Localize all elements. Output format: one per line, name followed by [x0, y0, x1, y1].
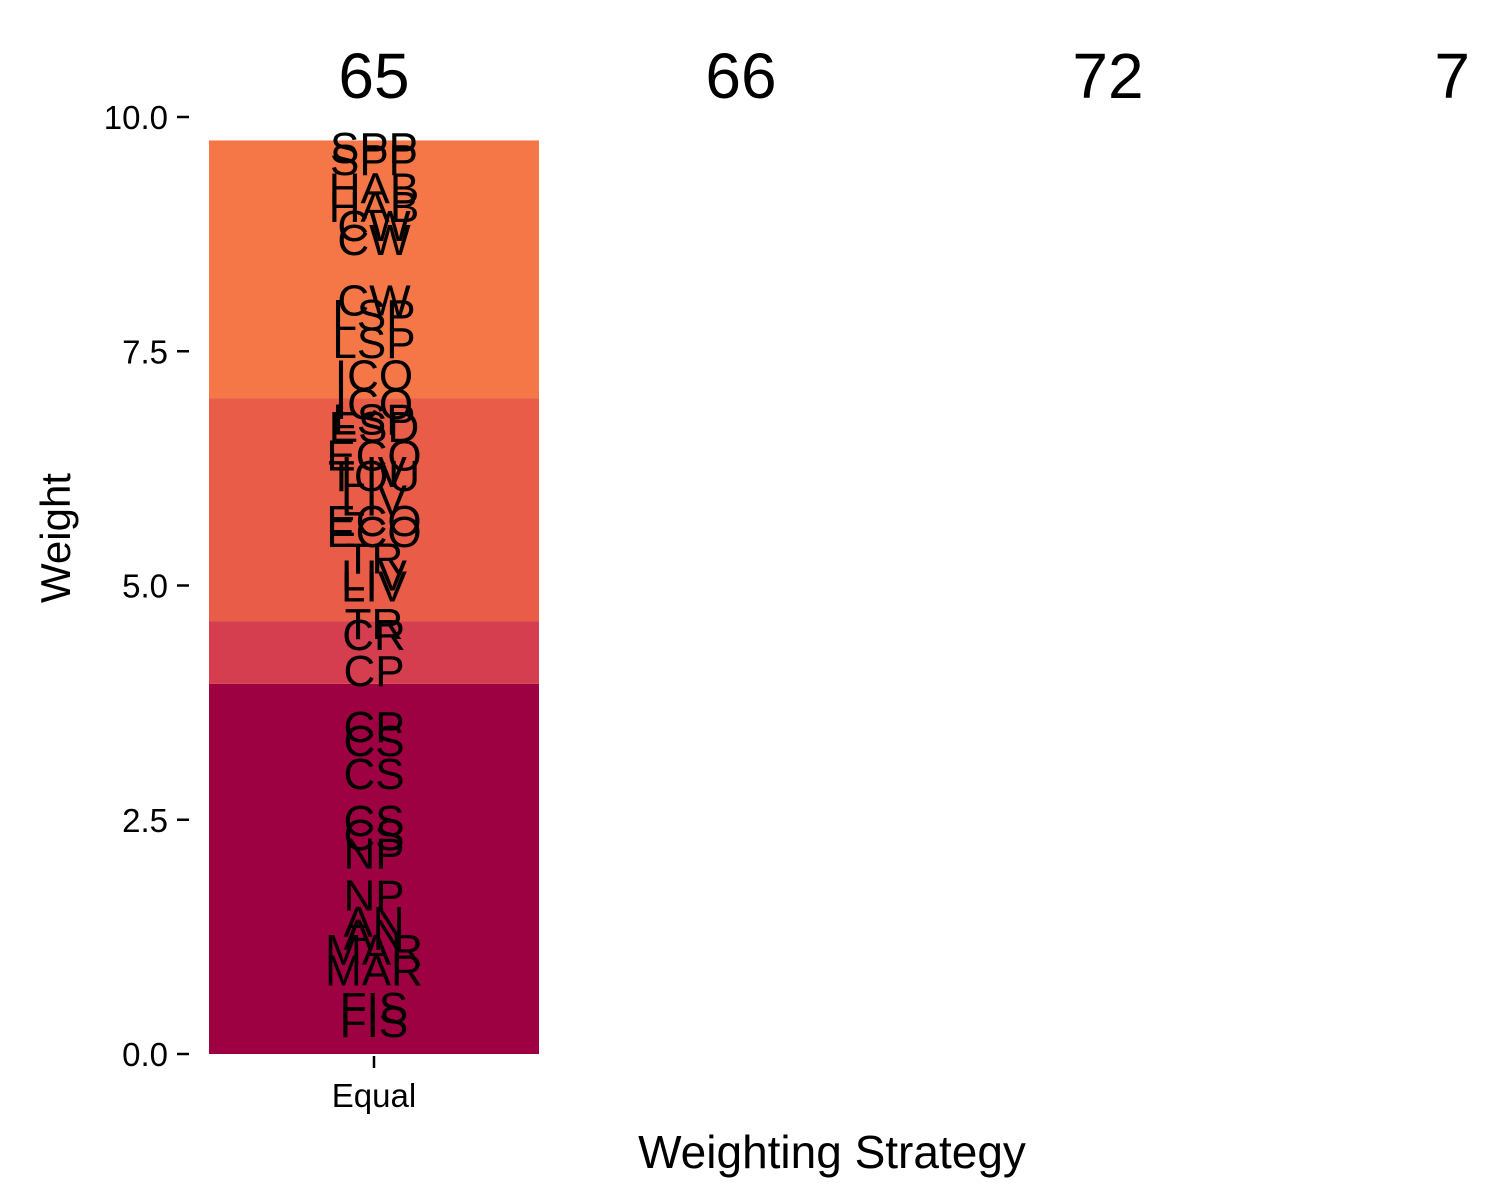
x-axis: Equal	[332, 1056, 416, 1114]
bar-text-label: FIS	[340, 998, 408, 1047]
bar-text-label: CS	[343, 797, 404, 846]
x-tick-label: Equal	[332, 1077, 416, 1114]
bar-text-label: NP	[343, 872, 404, 921]
bar-text-label: CP	[343, 703, 404, 752]
bar-text-label: FIS	[340, 984, 408, 1033]
bar-text-label: TOU	[328, 452, 420, 501]
y-axis: 0.0 2.5 5.0 7.5 10.0	[104, 99, 189, 1073]
bar-text-label: NP	[343, 830, 404, 879]
facet-labels: 65 66 72 7	[338, 40, 1470, 112]
y-tick-label: 7.5	[122, 333, 168, 370]
bar-text-label: ECO	[326, 508, 421, 557]
bar-text-label: CR	[342, 611, 406, 660]
bar-text-label: CW	[337, 216, 411, 265]
y-tick-label: 0.0	[122, 1036, 168, 1073]
bar-text-label: ESD	[329, 403, 419, 452]
bar-text-label: LSP	[332, 291, 415, 340]
facet-label: 7	[1434, 40, 1470, 112]
bar-text-label: ECO	[326, 431, 421, 480]
bar-text-label: LSP	[332, 319, 415, 368]
bar-text-label: CS	[343, 750, 404, 799]
facet-label: 65	[338, 40, 409, 112]
bar-text-label: HAB	[329, 164, 419, 213]
bar-text-label: CS	[343, 811, 404, 860]
bar-text-label: SPP	[330, 136, 418, 185]
bar-text-label: LSP	[332, 396, 415, 445]
y-tick-label: 10.0	[104, 99, 168, 136]
bar-text-label: AN	[343, 911, 404, 960]
bar-text-label: MAR	[325, 926, 423, 975]
bar-text-label: CP	[343, 647, 404, 696]
bar-text-label: LIV	[341, 448, 408, 497]
bar-segment-4	[209, 140, 539, 399]
bar-text-label: HAB	[329, 183, 419, 232]
x-axis-title: Weighting Strategy	[638, 1126, 1026, 1178]
bar-text-label: CW	[337, 202, 411, 251]
facet-label: 66	[705, 40, 776, 112]
bar-segment-3	[209, 398, 539, 622]
bar-text-label: MAR	[325, 947, 423, 996]
facet-label: 72	[1072, 40, 1143, 112]
y-axis-title: Weight	[32, 473, 79, 603]
bar-text-label: AN	[343, 898, 404, 947]
bar-segment-1	[209, 683, 539, 1054]
bar-text-label: LIV	[341, 551, 408, 600]
y-tick-label: 2.5	[122, 802, 168, 839]
bar-segment-2	[209, 621, 539, 684]
bar-text-label: ICO	[335, 352, 413, 401]
bar-text-label: CW	[337, 277, 411, 326]
bar-text-label: LIV	[341, 563, 408, 612]
bar-stack	[209, 140, 539, 1054]
bar-text-label: LIV	[341, 476, 408, 525]
bar-text-label: CS	[343, 717, 404, 766]
bar-text-label: TR	[345, 534, 404, 583]
bar-text-label: ICO	[335, 380, 413, 429]
bar-text-label: TR	[345, 600, 404, 649]
y-tick-label: 5.0	[122, 568, 168, 605]
bar-text-label: SPP	[330, 124, 418, 173]
bar-labels: FISFISMARMARANANNPNPCSCSCSCSCPCPCRTRLIVL…	[325, 124, 423, 1047]
bar-text-label: ECO	[326, 497, 421, 546]
